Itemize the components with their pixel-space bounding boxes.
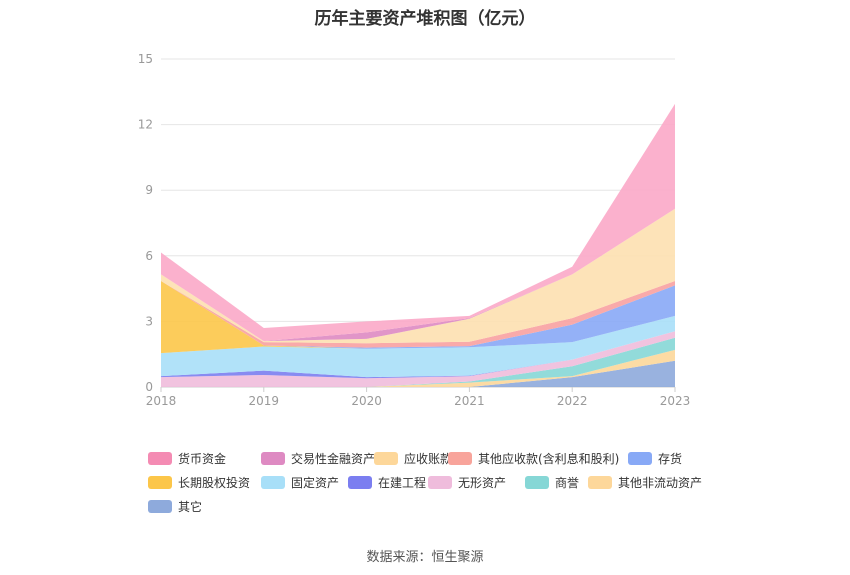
legend-item[interactable]: 其它 [148,498,202,515]
chart-title: 历年主要资产堆积图（亿元） [314,9,536,29]
legend-swatch [261,476,285,489]
legend-item[interactable]: 其他非流动资产 [588,474,702,491]
area-series-5 [161,315,675,378]
x-tick-label: 2023 [660,394,691,408]
legend-label: 其他非流动资产 [618,476,703,490]
area-series-0 [161,360,675,387]
area-series-4 [161,331,675,379]
legend-swatch [525,476,549,489]
legend-item[interactable]: 应收账款 [374,450,452,467]
legend-item[interactable]: 其他应收款(含利息和股利) [448,450,619,467]
legend-swatch [448,452,472,465]
area-series-7 [161,280,675,349]
area-series-3 [161,331,675,387]
legend-item[interactable]: 固定资产 [261,474,339,491]
legend-swatch [348,476,372,489]
legend-item[interactable]: 货币资金 [148,450,226,467]
y-tick-label: 3 [145,314,153,328]
y-axis: 0 3 6 9 12 15 [138,52,153,394]
legend-swatch [374,452,398,465]
legend-item[interactable]: 长期股权投资 [148,474,250,491]
legend-label: 存货 [658,452,683,466]
legend-label: 长期股权投资 [178,476,251,490]
legend-label: 在建工程 [378,476,427,490]
legend-swatch [588,476,612,489]
legend-label: 应收账款 [404,452,453,466]
y-tick-label: 0 [145,380,153,394]
legend-item[interactable]: 交易性金融资产 [261,450,375,467]
legend-item[interactable]: 无形资产 [428,474,506,491]
legend-item[interactable]: 商誉 [525,474,579,491]
x-tick-label: 2020 [351,394,382,408]
legend-swatch [148,452,172,465]
y-tick-label: 15 [138,52,153,66]
y-tick-label: 12 [138,118,153,132]
legend-label: 货币资金 [178,452,227,466]
legend-label: 其他应收款(含利息和股利) [478,452,620,466]
legend-swatch [261,452,285,465]
series-areas [161,103,675,387]
x-tick-label: 2021 [454,394,485,408]
area-series-11 [161,103,675,342]
legend-item[interactable]: 在建工程 [348,474,426,491]
area-series-2 [161,337,675,387]
legend-label: 商誉 [555,476,580,490]
y-tick-label: 9 [145,183,153,197]
legend-swatch [428,476,452,489]
data-source: 数据来源：恒生聚源 [366,550,484,565]
legend-label: 固定资产 [291,476,340,490]
y-tick-label: 6 [145,249,153,263]
x-tick-label: 2022 [557,394,588,408]
area-series-6 [161,280,675,354]
x-tick-label: 2018 [146,394,177,408]
legend-item[interactable]: 存货 [628,450,682,467]
legend-label: 无形资产 [458,476,507,490]
x-axis: 2018 2019 2020 2021 2022 2023 [146,387,691,408]
x-tick-label: 2019 [249,394,280,408]
legend-label: 交易性金融资产 [291,452,376,466]
legend-swatch [628,452,652,465]
area-series-9 [161,208,675,344]
legend-swatch [148,476,172,489]
legend-swatch [148,500,172,513]
legend-label: 其它 [178,500,203,514]
